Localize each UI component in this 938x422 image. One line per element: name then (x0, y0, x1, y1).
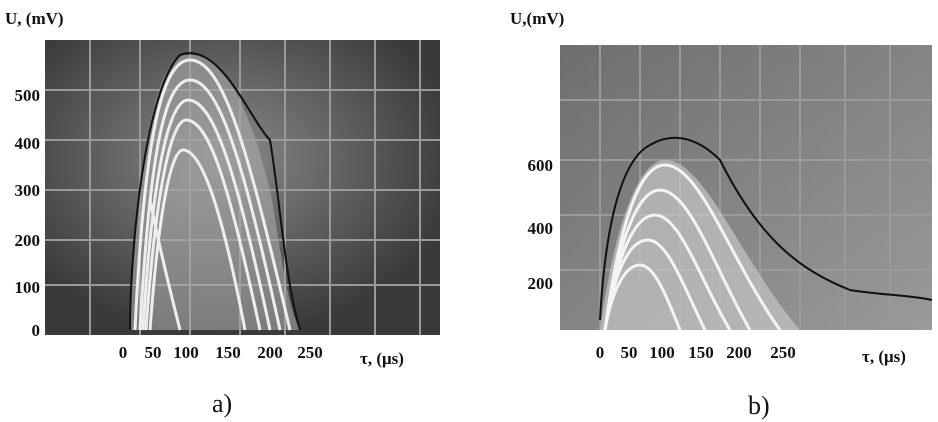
x-tick-label: 200 (726, 343, 752, 362)
y-tick-label: 100 (15, 278, 41, 297)
x-tick-label: 100 (649, 343, 675, 362)
y-tick-label: 200 (15, 231, 41, 250)
scope-screen-a (45, 40, 440, 335)
x-tick-label: 100 (173, 343, 199, 362)
x-tick-label: 0 (596, 343, 605, 362)
panel-caption: b) (748, 391, 770, 420)
x-tick-label: 50 (145, 343, 162, 362)
y-tick-label: 200 (528, 274, 554, 293)
x-tick-label: 250 (770, 343, 796, 362)
x-axis-label: τ, (μs) (360, 349, 404, 368)
y-tick-label: 300 (15, 181, 41, 200)
x-tick-label: 50 (621, 343, 638, 362)
x-tick-label: 0 (119, 343, 128, 362)
panel-caption: a) (212, 389, 232, 418)
x-axis-label: τ, (μs) (862, 347, 906, 366)
y-tick-label: 400 (528, 219, 554, 238)
y-tick-label: 400 (15, 134, 41, 153)
y-tick-label: 500 (15, 86, 41, 105)
x-tick-label: 150 (215, 343, 241, 362)
x-tick-label: 150 (688, 343, 714, 362)
scope-screen-b (560, 45, 933, 331)
y-tick-label: 0 (32, 321, 41, 340)
y-axis-label: U, (mV) (5, 9, 64, 28)
y-axis-label: U,(mV) (510, 9, 564, 28)
y-tick-label: 600 (528, 156, 554, 175)
x-tick-label: 200 (257, 343, 283, 362)
x-tick-label: 250 (297, 343, 323, 362)
